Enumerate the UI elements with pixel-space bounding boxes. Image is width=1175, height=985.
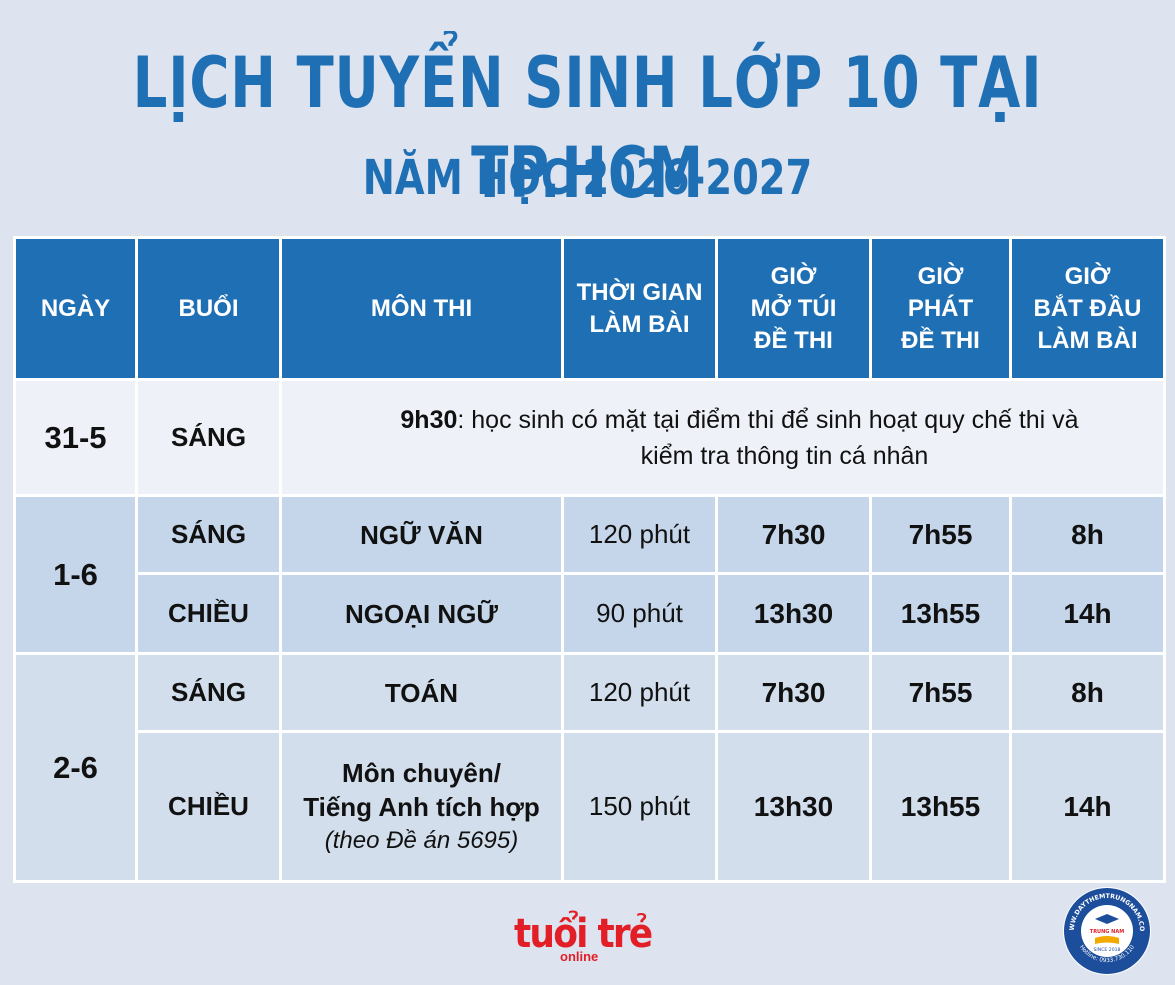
header-start: GIỜ BẮT ĐẦU LÀM BÀI	[1009, 236, 1166, 381]
session-cell: CHIỀU	[135, 730, 282, 883]
start-time-cell: 8h	[1009, 652, 1166, 733]
session-cell: CHIỀU	[135, 572, 282, 655]
page-title: LỊCH TUYỂN SINH LỚP 10 TẠI TP.HCM	[132, 42, 1043, 214]
duration-cell: 120 phút	[561, 494, 718, 575]
daythem-seal-logo: WWW.DAYTHEMTRUNGNAM.COM Hotline: 0933.73…	[1062, 886, 1151, 975]
start-time-cell: 8h	[1009, 494, 1166, 575]
svg-text:TRUNG NAM: TRUNG NAM	[1090, 929, 1124, 935]
session-cell: SÁNG	[135, 494, 282, 575]
duration-cell: 150 phút	[561, 730, 718, 883]
day-cell: 31-5	[13, 378, 138, 497]
start-time-cell: 14h	[1009, 730, 1166, 883]
table-header-row: NGÀY BUỔI MÔN THI THỜI GIAN LÀM BÀI GIỜ …	[13, 236, 1166, 381]
table-row: CHIỀU Môn chuyên/ Tiếng Anh tích hợp (th…	[15, 730, 1166, 883]
day-cell: 2-6	[13, 652, 138, 883]
distribute-time-cell: 13h55	[869, 572, 1012, 655]
table-row: 2-6 SÁNG TOÁN 120 phút 7h30 7h55 8h	[13, 652, 1166, 883]
subject-cell: NGỮ VĂN	[279, 494, 564, 575]
start-time-cell: 14h	[1009, 572, 1166, 655]
subject-cell: TOÁN	[279, 652, 564, 733]
open-time-cell: 13h30	[715, 572, 872, 655]
table-row: 31-5 SÁNG 9h30: học sinh có mặt tại điểm…	[13, 378, 1166, 497]
subject-cell: Môn chuyên/ Tiếng Anh tích hợp (theo Đề …	[279, 730, 564, 883]
open-time-cell: 7h30	[715, 494, 872, 575]
session-cell: SÁNG	[135, 378, 282, 497]
header-day: NGÀY	[13, 236, 138, 381]
table-row: 1-6 SÁNG NGỮ VĂN 120 phút 7h30 7h55 8h	[13, 494, 1166, 655]
header-duration: THỜI GIAN LÀM BÀI	[561, 236, 718, 381]
header-open-envelope: GIỜ MỞ TÚI ĐỀ THI	[715, 236, 872, 381]
tuoitre-logo: tuổi trẻ online	[514, 911, 653, 964]
header-subject: MÔN THI	[279, 236, 564, 381]
open-time-cell: 7h30	[715, 652, 872, 733]
header-distribute: GIỜ PHÁT ĐỀ THI	[869, 236, 1012, 381]
distribute-time-cell: 7h55	[869, 652, 1012, 733]
table-row: CHIỀU NGOẠI NGỮ 90 phút 13h30 13h55 14h	[15, 572, 1166, 655]
distribute-time-cell: 13h55	[869, 730, 1012, 883]
page-subtitle: NĂM HỌC 2026-2027	[362, 150, 813, 206]
session-cell: SÁNG	[135, 652, 282, 733]
distribute-time-cell: 7h55	[869, 494, 1012, 575]
svg-text:SINCE 2018: SINCE 2018	[1094, 947, 1121, 953]
duration-cell: 120 phút	[561, 652, 718, 733]
schedule-table: NGÀY BUỔI MÔN THI THỜI GIAN LÀM BÀI GIỜ …	[13, 236, 1166, 883]
day-cell: 1-6	[13, 494, 138, 655]
subject-cell: NGOẠI NGỮ	[279, 572, 564, 655]
note-cell: 9h30: học sinh có mặt tại điểm thi để si…	[279, 378, 1166, 497]
header-session: BUỔI	[135, 236, 282, 381]
duration-cell: 90 phút	[561, 572, 718, 655]
open-time-cell: 13h30	[715, 730, 872, 883]
